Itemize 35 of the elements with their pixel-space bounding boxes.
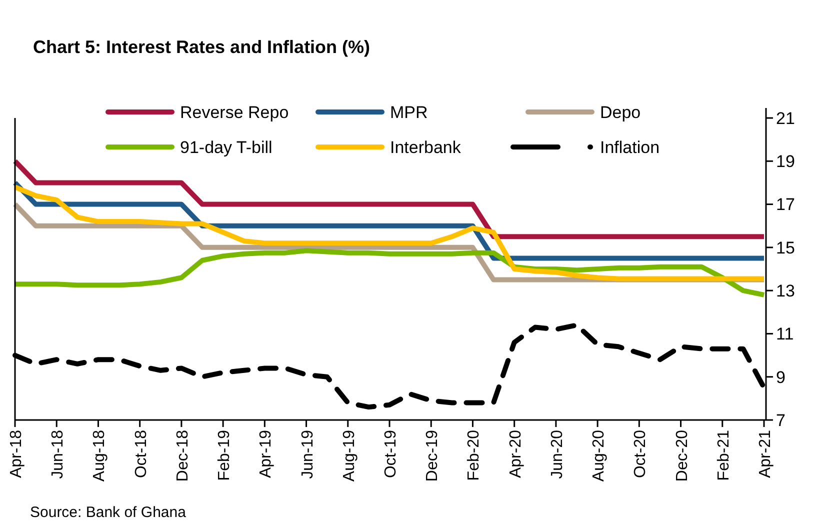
y-tick-label: 19 bbox=[776, 152, 795, 172]
y-tick-label: 21 bbox=[776, 108, 795, 128]
x-tick-label: Dec-20 bbox=[674, 430, 691, 482]
legend-label: MPR bbox=[390, 102, 428, 122]
legend-label: Inflation bbox=[600, 138, 660, 157]
x-tick-label: Jun-18 bbox=[50, 430, 67, 479]
x-tick-label: Oct-20 bbox=[632, 430, 650, 478]
x-tick-label: Apr-21 bbox=[757, 430, 774, 478]
x-tick-label: Aug-20 bbox=[590, 430, 608, 482]
x-tick-label: Dec-18 bbox=[174, 430, 192, 482]
x-tick-label: Feb-19 bbox=[216, 430, 234, 481]
x-tick-label: Aug-18 bbox=[91, 430, 108, 482]
x-tick-label: Aug-19 bbox=[340, 430, 358, 482]
y-tick-label: 9 bbox=[776, 368, 786, 387]
x-tick-label: Feb-21 bbox=[715, 430, 732, 481]
chart-title: Chart 5: Interest Rates and Inflation (%) bbox=[33, 37, 370, 57]
y-tick-label: 17 bbox=[776, 195, 795, 214]
x-tick-label: Oct-18 bbox=[132, 430, 150, 478]
x-tick-label: Oct-19 bbox=[382, 430, 400, 478]
legend-label: Reverse Repo bbox=[180, 102, 289, 122]
x-tick-label: Dec-19 bbox=[424, 430, 442, 482]
legend-label: 91-day T-bill bbox=[180, 138, 272, 157]
x-tick-label: Jun-19 bbox=[299, 430, 316, 479]
source-note: Source: Bank of Ghana bbox=[30, 504, 187, 521]
y-tick-label: 13 bbox=[776, 282, 795, 301]
x-tick-label: Jun-20 bbox=[548, 430, 566, 479]
x-tick-label: Apr-18 bbox=[8, 430, 25, 478]
x-tick-label: Feb-20 bbox=[466, 430, 483, 481]
x-tick-label: Apr-20 bbox=[507, 430, 524, 478]
y-tick-label: 11 bbox=[776, 324, 794, 344]
y-tick-label: 7 bbox=[776, 410, 786, 430]
legend-label: Depo bbox=[600, 102, 641, 122]
y-tick-label: 15 bbox=[776, 238, 795, 258]
x-tick-label: Apr-19 bbox=[258, 430, 275, 478]
legend-label: Interbank bbox=[390, 138, 462, 157]
